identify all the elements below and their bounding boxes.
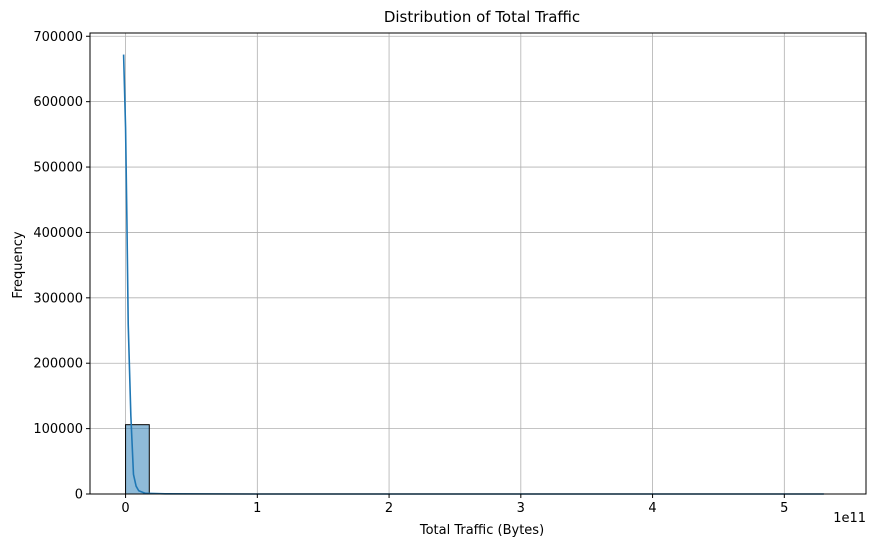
y-ticks: 0 100000 200000 300000 400000 500000 600000 700…	[33, 30, 90, 503]
x-ticks: 0 1 2 3 4 5	[121, 494, 788, 516]
y-tick-label-6: 600000	[33, 95, 83, 110]
x-tick-label-3: 3	[517, 501, 525, 516]
y-tick-label-4: 400000	[33, 226, 83, 241]
y-tick-label-5: 500000	[33, 161, 83, 176]
x-tick-label-1: 1	[253, 501, 261, 516]
axes	[89, 32, 867, 495]
y-tick-label-2: 200000	[33, 357, 83, 372]
grid-lines	[90, 33, 866, 495]
y-tick-label-3: 300000	[33, 291, 83, 306]
y-tick-label-1: 100000	[33, 422, 83, 437]
plot-frame	[89, 32, 867, 495]
x-tick-label-0: 0	[121, 501, 129, 516]
x-tick-label-2: 2	[385, 501, 393, 516]
x-axis-label: Total Traffic (Bytes)	[419, 523, 544, 538]
x-tick-label-4: 4	[648, 501, 656, 516]
y-axis-label: Frequency	[11, 231, 26, 298]
y-tick-label-0: 0	[75, 488, 83, 503]
histogram-bars	[125, 424, 825, 495]
x-tick-label-5: 5	[780, 501, 788, 516]
histogram-bar-0	[125, 424, 150, 495]
x-scale-offset-label: 1e11	[833, 511, 866, 526]
chart-title: Distribution of Total Traffic	[384, 8, 580, 26]
kde-curve	[122, 54, 824, 495]
y-tick-label-7: 700000	[33, 30, 83, 45]
kde-line	[122, 54, 824, 495]
